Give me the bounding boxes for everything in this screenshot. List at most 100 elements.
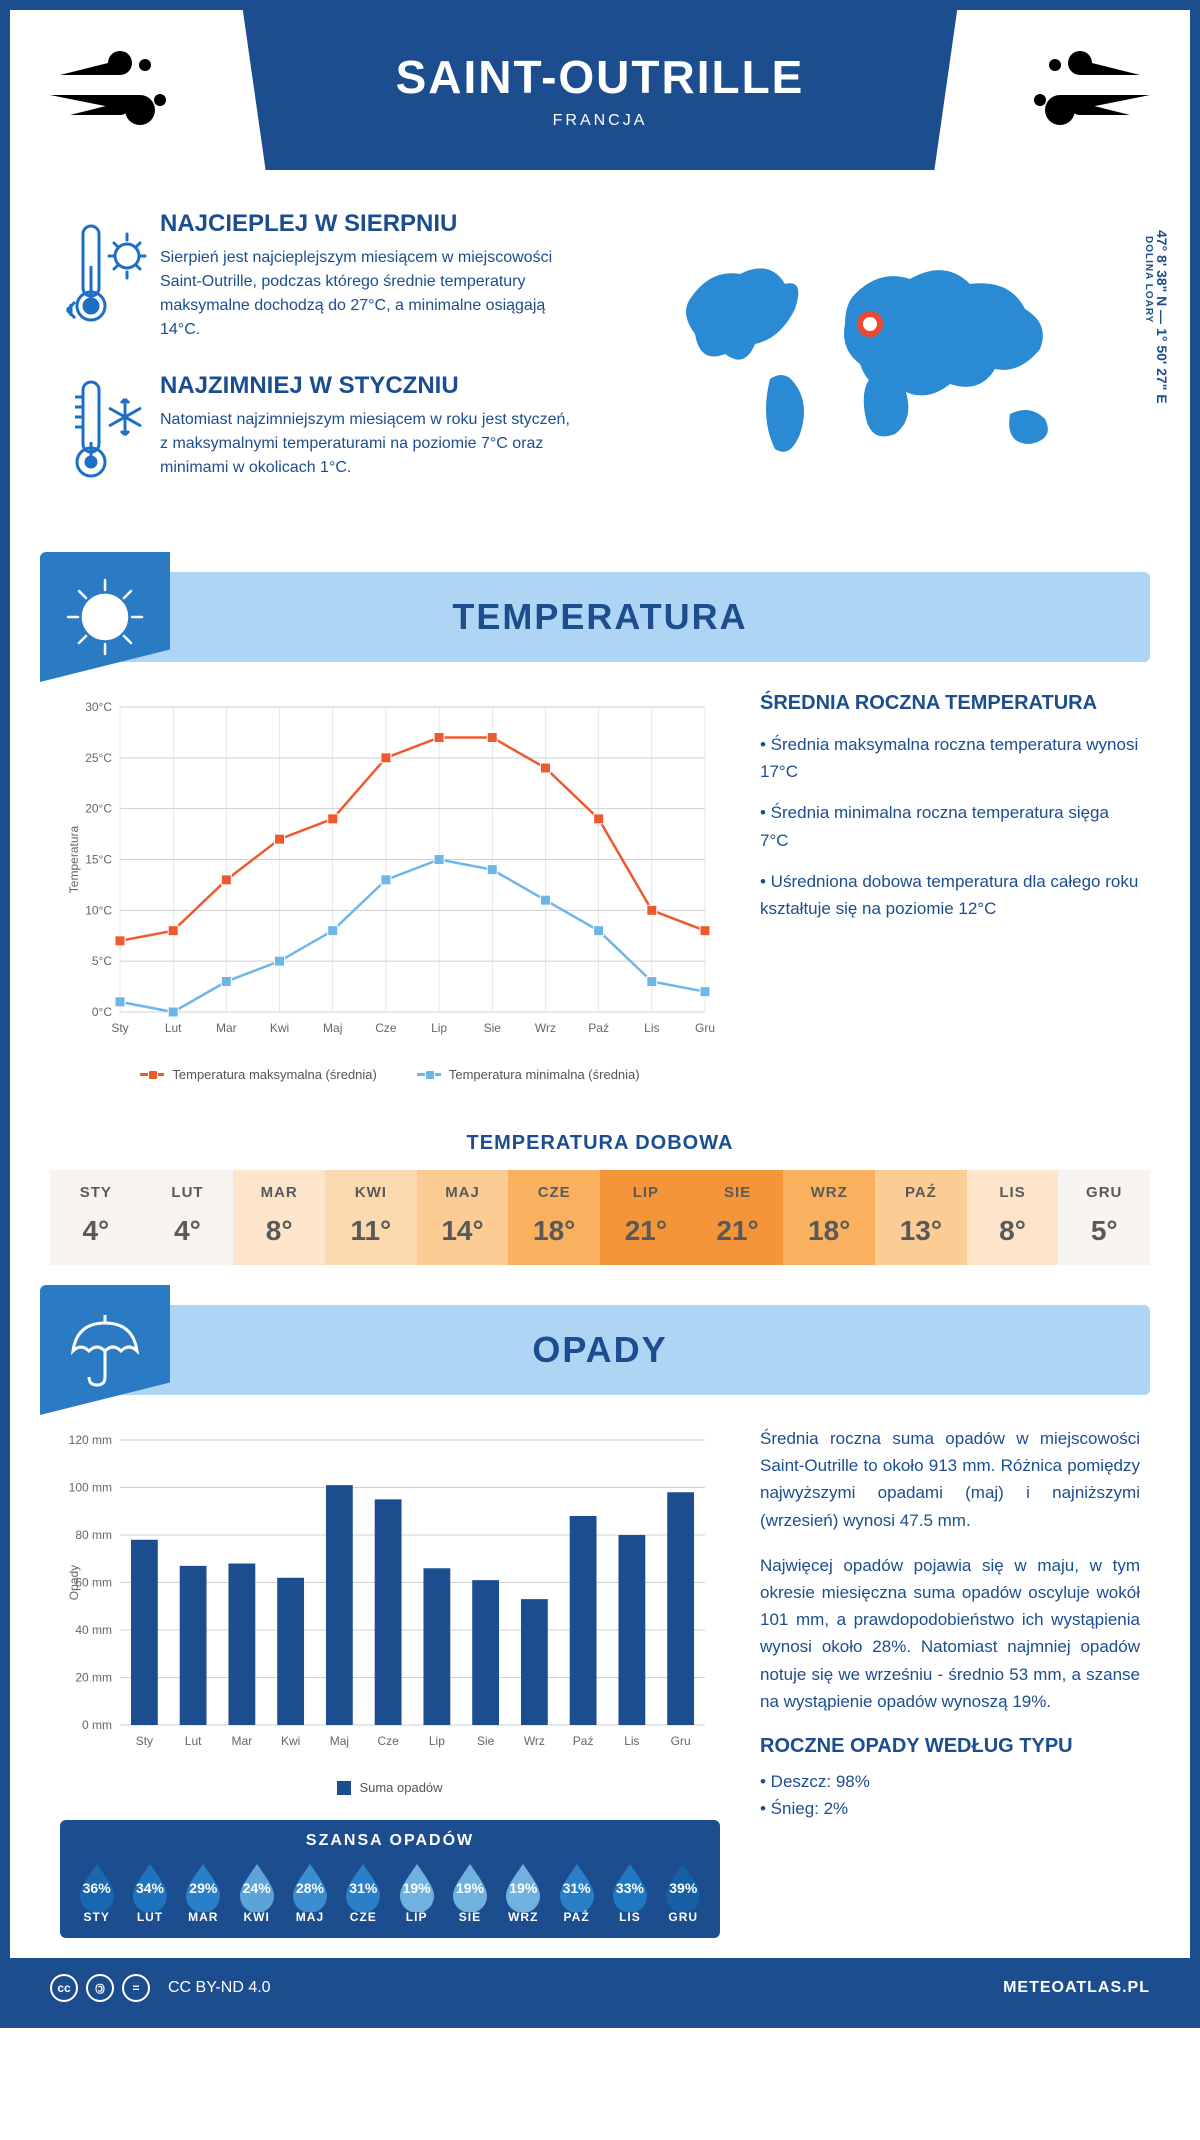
thermometer-sun-icon bbox=[60, 210, 160, 342]
world-map-icon bbox=[660, 239, 1100, 494]
precip-banner: OPADY bbox=[50, 1305, 1150, 1395]
precip-legend-label: Suma opadów bbox=[359, 1780, 442, 1795]
chance-title: SZANSA OPADÓW bbox=[70, 1832, 710, 1850]
intro-section: NAJCIEPLEJ W SIERPNIU Sierpień jest najc… bbox=[10, 170, 1190, 552]
svg-text:0 mm: 0 mm bbox=[82, 1718, 112, 1732]
chance-drop: 19%LIP bbox=[394, 1860, 440, 1924]
legend-max: Temperatura maksymalna (średnia) bbox=[172, 1067, 376, 1082]
svg-text:Maj: Maj bbox=[323, 1021, 342, 1035]
daily-cell: MAR8° bbox=[233, 1170, 325, 1265]
legend-min: Temperatura minimalna (średnia) bbox=[449, 1067, 640, 1082]
chance-row: 36%STY34%LUT29%MAR24%KWI28%MAJ31%CZE19%L… bbox=[70, 1860, 710, 1924]
header: SAINT-OUTRILLE FRANCJA bbox=[10, 10, 1190, 170]
daily-cell: KWI11° bbox=[325, 1170, 417, 1265]
chance-drop: 39%GRU bbox=[660, 1860, 706, 1924]
svg-text:Sty: Sty bbox=[136, 1734, 153, 1748]
temperature-info: ŚREDNIA ROCZNA TEMPERATURA • Średnia mak… bbox=[760, 692, 1140, 1082]
temperature-body: 0°C5°C10°C15°C20°C25°C30°CStyLutMarKwiMa… bbox=[10, 692, 1190, 1102]
svg-text:Sie: Sie bbox=[484, 1021, 502, 1035]
by-icon: 🄯 bbox=[86, 1974, 114, 2002]
chance-drop: 19%WRZ bbox=[500, 1860, 546, 1924]
sun-icon bbox=[40, 552, 170, 682]
daily-cell: PAŹ13° bbox=[875, 1170, 967, 1265]
nd-icon: = bbox=[122, 1974, 150, 2002]
svg-text:Cze: Cze bbox=[375, 1021, 397, 1035]
svg-text:Lip: Lip bbox=[429, 1734, 445, 1748]
location-title: SAINT-OUTRILLE bbox=[396, 50, 805, 104]
coldest-fact: NAJZIMNIEJ W STYCZNIU Natomiast najzimni… bbox=[60, 372, 620, 492]
facts-column: NAJCIEPLEJ W SIERPNIU Sierpień jest najc… bbox=[60, 210, 620, 522]
temp-info-title: ŚREDNIA ROCZNA TEMPERATURA bbox=[760, 692, 1140, 715]
precip-left: 0 mm20 mm40 mm60 mm80 mm100 mm120 mmStyL… bbox=[60, 1425, 720, 1938]
chance-drop: 34%LUT bbox=[127, 1860, 173, 1924]
svg-text:Sie: Sie bbox=[477, 1734, 495, 1748]
svg-text:Paź: Paź bbox=[573, 1734, 594, 1748]
precip-snow: • Śnieg: 2% bbox=[760, 1795, 1140, 1822]
coord-region: DOLINA LOARY bbox=[1143, 236, 1154, 404]
header-title-block: SAINT-OUTRILLE FRANCJA bbox=[220, 10, 980, 170]
umbrella-icon bbox=[40, 1285, 170, 1415]
svg-text:80 mm: 80 mm bbox=[75, 1528, 112, 1542]
world-map-block: 47° 8' 38" N — 1° 50' 27" E DOLINA LOARY bbox=[620, 210, 1140, 522]
svg-text:Gru: Gru bbox=[695, 1021, 715, 1035]
coord-lon: 1° 50' 27" E bbox=[1154, 328, 1170, 404]
precip-info: Średnia roczna suma opadów w miejscowośc… bbox=[760, 1425, 1140, 1938]
temp-info-b3: • Uśredniona dobowa temperatura dla całe… bbox=[760, 868, 1140, 922]
svg-text:Lut: Lut bbox=[185, 1734, 202, 1748]
temp-chart-svg: 0°C5°C10°C15°C20°C25°C30°CStyLutMarKwiMa… bbox=[60, 692, 720, 1052]
daily-cell: LIS8° bbox=[967, 1170, 1059, 1265]
temp-info-b1: • Średnia maksymalna roczna temperatura … bbox=[760, 731, 1140, 785]
svg-text:Temperatura: Temperatura bbox=[67, 825, 81, 893]
svg-text:Kwi: Kwi bbox=[270, 1021, 289, 1035]
license-block: cc 🄯 = CC BY-ND 4.0 bbox=[50, 1974, 271, 2002]
wind-icon bbox=[1010, 40, 1160, 140]
svg-text:Cze: Cze bbox=[377, 1734, 399, 1748]
daily-title: TEMPERATURA DOBOWA bbox=[10, 1132, 1190, 1155]
hottest-fact: NAJCIEPLEJ W SIERPNIU Sierpień jest najc… bbox=[60, 210, 620, 342]
coldest-text: Natomiast najzimniejszym miesiącem w rok… bbox=[160, 408, 580, 480]
temp-legend: Temperatura maksymalna (średnia) Tempera… bbox=[60, 1067, 720, 1082]
svg-text:Maj: Maj bbox=[330, 1734, 349, 1748]
chance-box: SZANSA OPADÓW 36%STY34%LUT29%MAR24%KWI28… bbox=[60, 1820, 720, 1938]
precip-p1: Średnia roczna suma opadów w miejscowośc… bbox=[760, 1425, 1140, 1534]
svg-text:25°C: 25°C bbox=[85, 751, 112, 765]
svg-text:5°C: 5°C bbox=[92, 954, 112, 968]
svg-text:Wrz: Wrz bbox=[524, 1734, 545, 1748]
temperature-banner: TEMPERATURA bbox=[50, 572, 1150, 662]
daily-cell: LIP21° bbox=[600, 1170, 692, 1265]
daily-cell: STY4° bbox=[50, 1170, 142, 1265]
coldest-title: NAJZIMNIEJ W STYCZNIU bbox=[160, 372, 580, 400]
svg-text:30°C: 30°C bbox=[85, 700, 112, 714]
daily-cell: LUT4° bbox=[142, 1170, 234, 1265]
svg-text:20 mm: 20 mm bbox=[75, 1671, 112, 1685]
daily-cell: WRZ18° bbox=[783, 1170, 875, 1265]
chance-drop: 36%STY bbox=[74, 1860, 120, 1924]
chance-drop: 28%MAJ bbox=[287, 1860, 333, 1924]
daily-cell: SIE21° bbox=[692, 1170, 784, 1265]
location-country: FRANCJA bbox=[553, 112, 648, 130]
precip-legend: Suma opadów bbox=[60, 1780, 720, 1795]
svg-text:Opady: Opady bbox=[67, 1565, 81, 1600]
site-name: METEOATLAS.PL bbox=[1003, 1979, 1150, 1997]
chance-drop: 24%KWI bbox=[234, 1860, 280, 1924]
svg-text:Kwi: Kwi bbox=[281, 1734, 300, 1748]
svg-text:Wrz: Wrz bbox=[535, 1021, 556, 1035]
daily-cell: GRU5° bbox=[1058, 1170, 1150, 1265]
precip-rain: • Deszcz: 98% bbox=[760, 1768, 1140, 1795]
svg-text:Gru: Gru bbox=[671, 1734, 691, 1748]
wind-icon-left bbox=[10, 10, 220, 170]
wind-icon bbox=[40, 40, 190, 140]
svg-text:0°C: 0°C bbox=[92, 1005, 112, 1019]
svg-text:Mar: Mar bbox=[232, 1734, 253, 1748]
cc-icon: cc bbox=[50, 1974, 78, 2002]
svg-text:120 mm: 120 mm bbox=[69, 1433, 112, 1447]
chance-drop: 29%MAR bbox=[180, 1860, 226, 1924]
daily-cell: CZE18° bbox=[508, 1170, 600, 1265]
svg-text:10°C: 10°C bbox=[85, 903, 112, 917]
svg-text:Mar: Mar bbox=[216, 1021, 237, 1035]
svg-text:20°C: 20°C bbox=[85, 802, 112, 816]
wind-icon-right bbox=[980, 10, 1190, 170]
footer: cc 🄯 = CC BY-ND 4.0 METEOATLAS.PL bbox=[10, 1958, 1190, 2018]
chance-drop: 31%PAŹ bbox=[554, 1860, 600, 1924]
hottest-title: NAJCIEPLEJ W SIERPNIU bbox=[160, 210, 580, 238]
